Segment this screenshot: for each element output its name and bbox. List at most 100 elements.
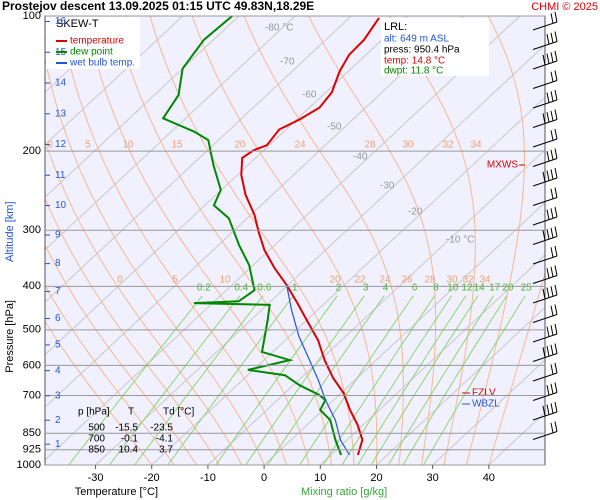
- wind-barb: [550, 169, 554, 180]
- lrl-alt: alt: 649 m ASL: [384, 34, 449, 45]
- isotherm-label: -60: [302, 90, 317, 101]
- wind-barb: [550, 91, 554, 102]
- adiabat-label: 22: [354, 275, 366, 286]
- mixing-ratio-label: 12: [461, 283, 473, 294]
- fzlv-label: FZLV: [472, 388, 496, 399]
- wind-barb: [546, 229, 550, 240]
- y-axis-label-2: Altitude [km]: [4, 201, 16, 262]
- x-tick-label: -10: [200, 472, 216, 484]
- y-tick-label: 400: [23, 280, 41, 292]
- wind-barb: [546, 112, 550, 123]
- wind-barb: [554, 284, 558, 296]
- wind-barb: [550, 305, 554, 316]
- wind-barb: [554, 323, 558, 335]
- mixing-ratio-line: [134, 295, 264, 465]
- wind-barb: [532, 294, 558, 304]
- isotherm: [376, 306, 545, 465]
- wind-barb: [542, 405, 546, 416]
- wind-barb: [550, 110, 554, 121]
- mixing-ratio-label: 0.2: [197, 283, 211, 294]
- adiabat-label: 5: [85, 140, 91, 151]
- profile-line: [240, 17, 380, 456]
- wind-barb: [554, 382, 558, 393]
- adiabat-label: 30: [402, 140, 414, 151]
- wind-barb: [554, 206, 558, 218]
- adiabat-label: 28: [424, 275, 436, 286]
- wind-barb: [532, 99, 558, 109]
- isotherm-label: -30: [380, 181, 395, 192]
- wind-barb: [532, 119, 558, 128]
- altitude-tick-label: 16: [55, 16, 67, 27]
- wind-barb: [554, 343, 558, 354]
- wind-barb: [532, 411, 558, 421]
- wind-barb: [542, 171, 546, 182]
- x-tick-label: 10: [314, 472, 326, 484]
- legend-item: wet bulb temp.: [69, 58, 135, 69]
- adiabat-label: 30: [446, 275, 458, 286]
- isotherm: [45, 16, 127, 93]
- wind-barb: [554, 128, 558, 140]
- credit: CHMI © 2025: [531, 1, 598, 13]
- mixing-ratio-label: 20: [502, 283, 514, 294]
- isotherm-label: -20: [408, 207, 423, 218]
- wind-barb: [532, 197, 558, 206]
- adiabat-label: 0: [117, 275, 123, 286]
- wind-barb: [554, 265, 558, 276]
- wind-barb: [550, 383, 554, 394]
- wind-barb: [550, 52, 554, 63]
- wind-barb: [532, 372, 558, 382]
- isotherm: [45, 16, 464, 408]
- x-axis-label-2: Mixing ratio [g/kg]: [301, 486, 387, 498]
- wind-barb: [532, 314, 558, 323]
- x-tick-label: 20: [370, 472, 382, 484]
- wind-barb: [550, 208, 554, 219]
- x-tick-label: -20: [144, 472, 160, 484]
- table-cell: 10.4: [119, 445, 139, 456]
- altitude-tick-label: 1: [55, 439, 61, 450]
- isotherm: [207, 149, 545, 465]
- isotherm: [45, 16, 521, 461]
- wind-barb: [546, 151, 550, 162]
- altitude-tick-label: 2: [55, 415, 61, 426]
- table-header: p [hPa]: [78, 407, 110, 418]
- mixing-ratio-line: [109, 295, 241, 465]
- adiabat-label: 24: [379, 275, 391, 286]
- altitude-tick-label: 13: [55, 108, 67, 119]
- isotherm-label: -40: [353, 152, 368, 163]
- legend-item: dew point: [70, 47, 113, 58]
- altitude-tick-label: 8: [55, 258, 61, 269]
- wind-barb: [546, 53, 550, 64]
- wind-barb: [554, 70, 558, 81]
- mixing-ratio-line: [299, 295, 414, 465]
- mixing-ratio-line: [423, 295, 526, 465]
- isotherm: [45, 16, 408, 356]
- wind-barb: [554, 148, 558, 159]
- mixing-ratio-line: [68, 295, 203, 465]
- x-tick-label: 0: [261, 472, 267, 484]
- adiabat-label: 0: [47, 140, 53, 151]
- wind-barb: [532, 255, 558, 265]
- table-cell: -15.5: [115, 423, 138, 434]
- wind-barb: [546, 326, 550, 337]
- wind-barb: [550, 403, 554, 414]
- mixing-ratio-line: [322, 295, 436, 465]
- wind-barb: [554, 11, 558, 23]
- profile-line: [161, 16, 343, 456]
- mixing-ratio-line: [215, 295, 338, 465]
- wind-barb: [550, 286, 554, 297]
- altitude-tick-label: 5: [55, 340, 61, 351]
- wind-barb: [546, 346, 550, 357]
- y-axis-label: Pressure [hPa]: [4, 300, 16, 373]
- altitude-tick-label: 6: [55, 313, 61, 324]
- y-tick-label: 200: [23, 145, 41, 157]
- x-tick-label: -30: [88, 472, 104, 484]
- table-cell: 850: [88, 445, 105, 456]
- wind-barb: [550, 344, 554, 355]
- altitude-tick-label: 11: [55, 170, 66, 181]
- isotherm: [45, 16, 240, 198]
- legend-item: temperature: [70, 36, 124, 47]
- wind-barb: [542, 113, 546, 124]
- wind-barb: [554, 167, 558, 179]
- mixing-ratio-line: [341, 295, 453, 465]
- legend-title: SKEW-T: [56, 18, 99, 30]
